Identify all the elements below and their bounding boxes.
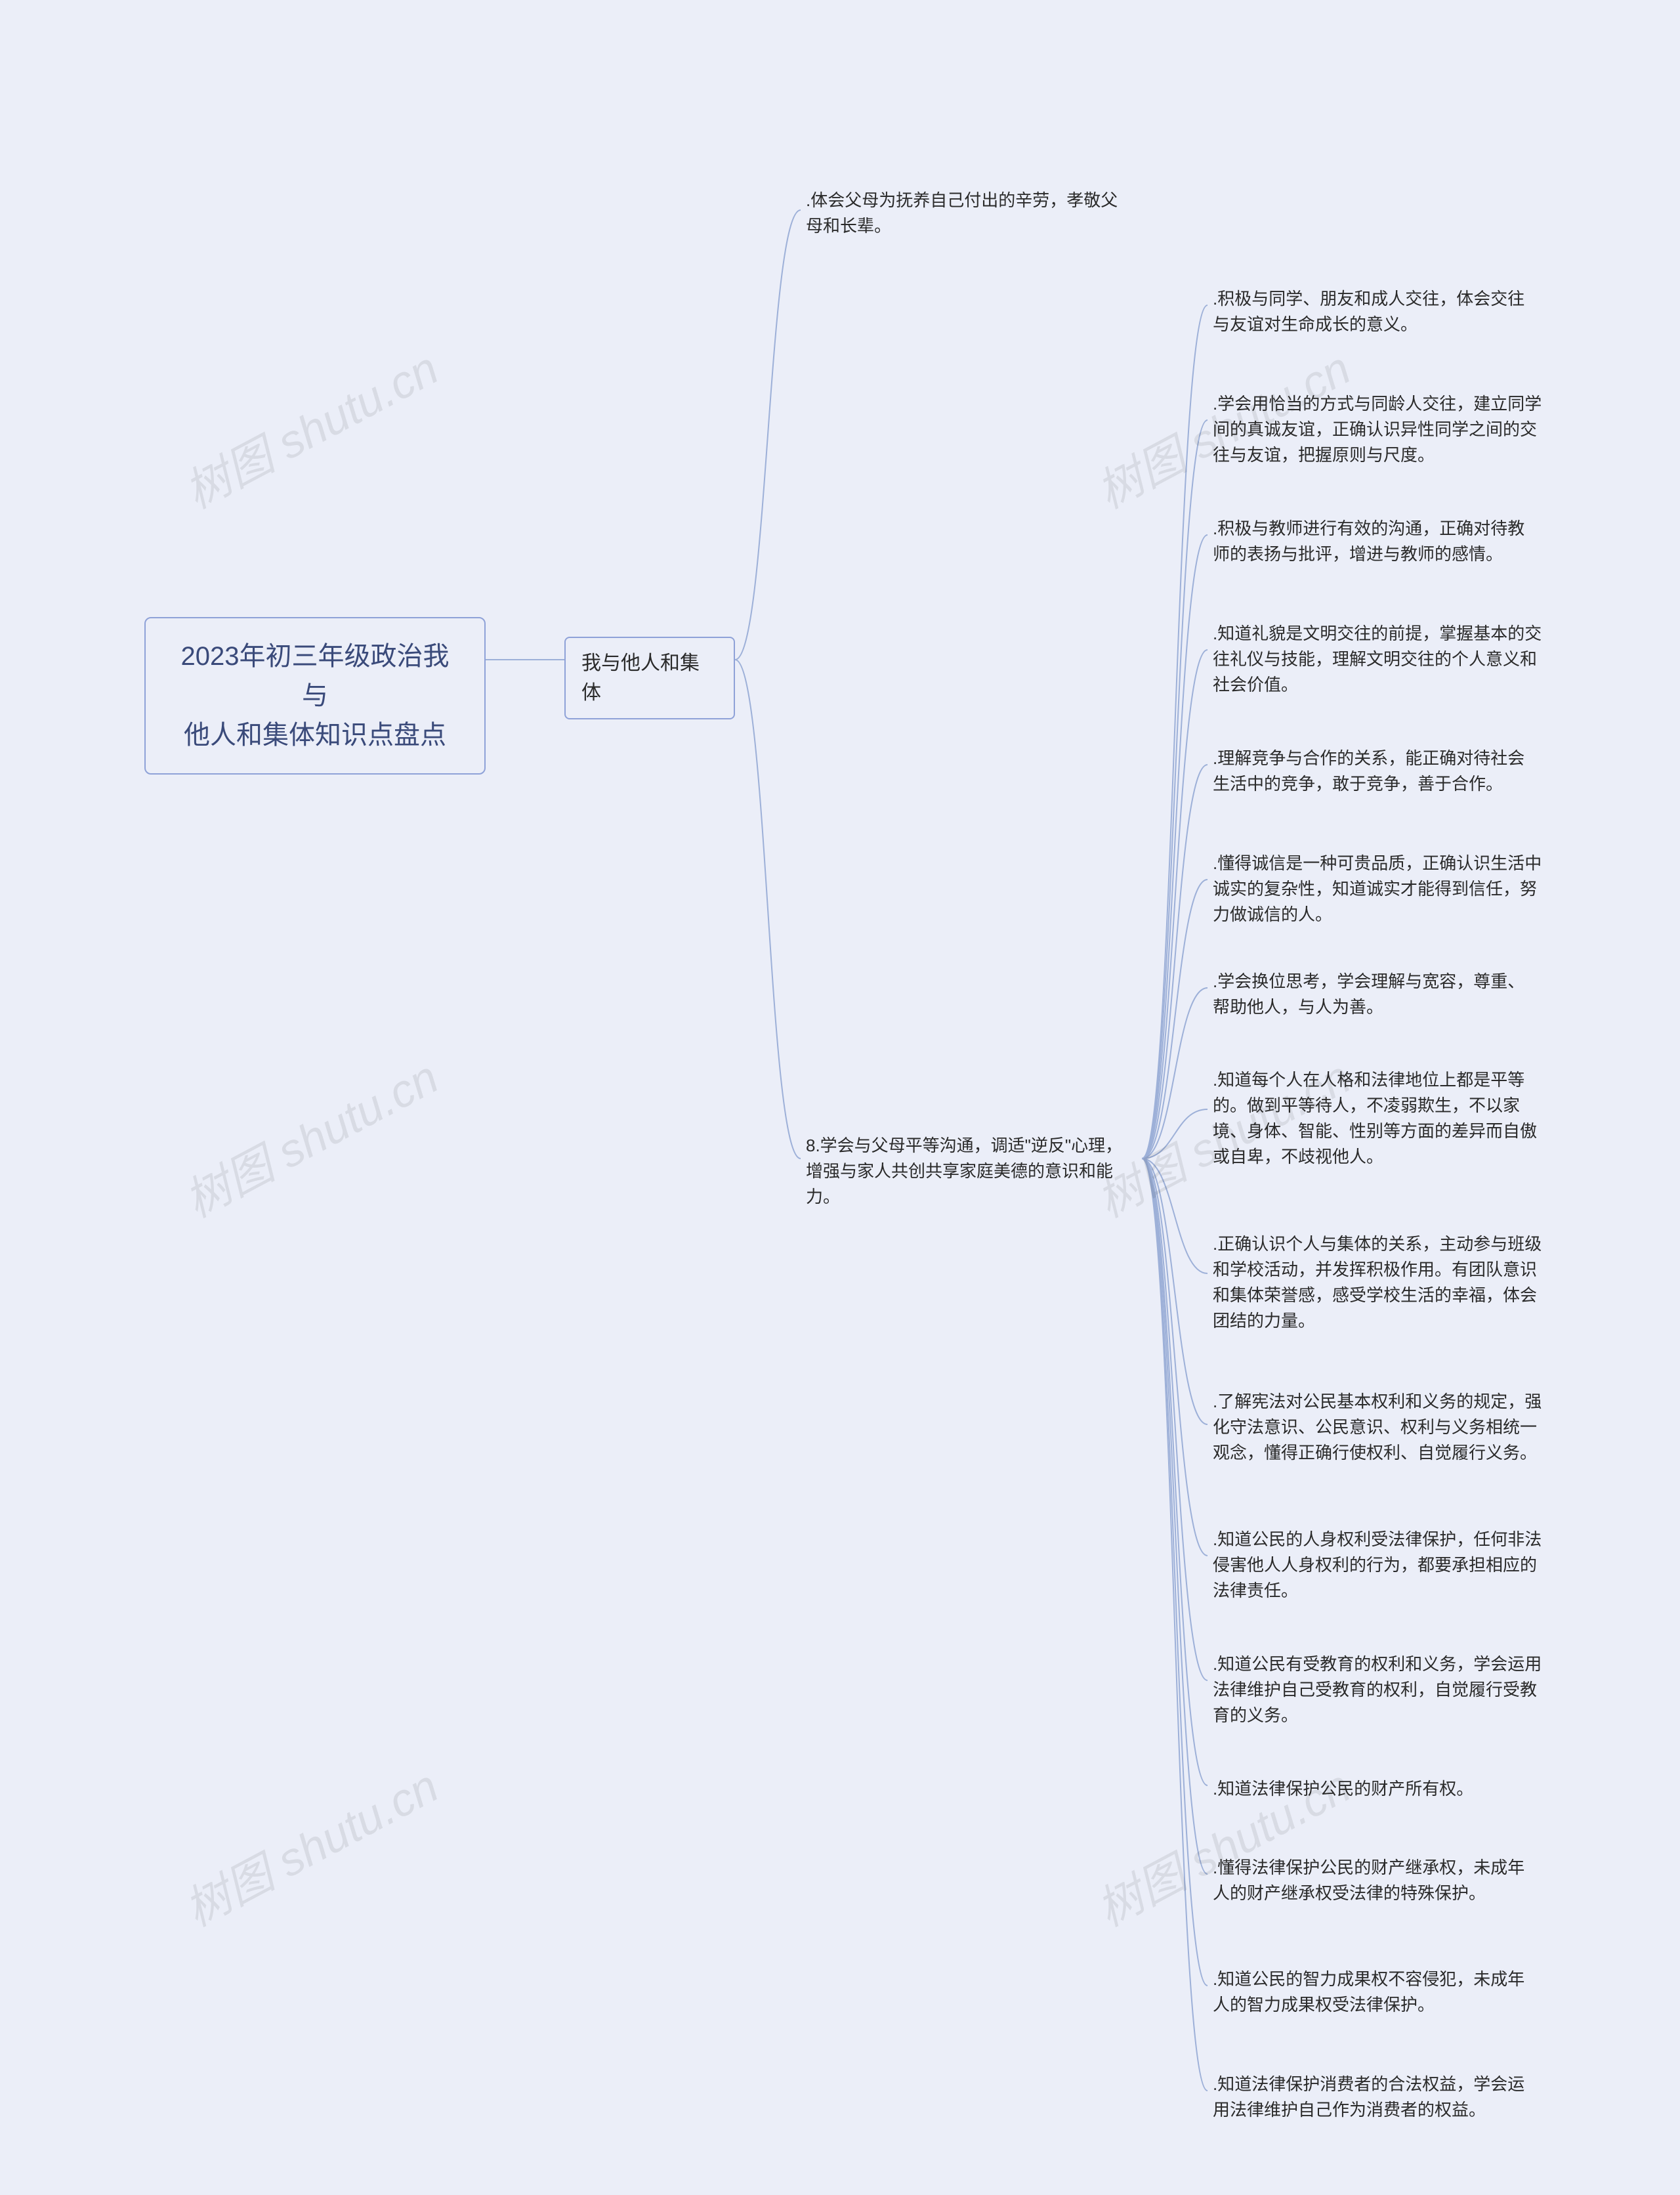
leaf-label: .正确认识个人与集体的关系，主动参与班级和学校活动，并发挥积极作用。有团队意识和…: [1213, 1234, 1542, 1331]
leaf-label: .懂得诚信是一种可贵品质，正确认识生活中诚实的复杂性，知道诚实才能得到信任，努力…: [1213, 853, 1542, 924]
leaf-label: .知道公民有受教育的权利和义务，学会运用法律维护自己受教育的权利，自觉履行受教育…: [1213, 1654, 1542, 1725]
leaf-node: .学会用恰当的方式与同龄人交往，建立同学间的真诚友谊，正确认识异性同学之间的交往…: [1208, 387, 1549, 472]
leaf-node: .懂得法律保护公民的财产继承权，未成年人的财产继承权受法律的特殊保护。: [1208, 1851, 1542, 1910]
leaf-node: .积极与教师进行有效的沟通，正确对待教师的表扬与批评，增进与教师的感情。: [1208, 512, 1542, 571]
leaf-node: .学会换位思考，学会理解与宽容，尊重、帮助他人，与人为善。: [1208, 965, 1542, 1024]
leaf-node: .正确认识个人与集体的关系，主动参与班级和学校活动，并发挥积极作用。有团队意识和…: [1208, 1227, 1549, 1338]
leaf-label: .知道公民的智力成果权不容侵犯，未成年人的智力成果权受法律保护。: [1213, 1969, 1524, 2014]
leaf-node: .知道法律保护公民的财产所有权。: [1208, 1772, 1509, 1806]
leaf-node: .知道每个人在人格和法律地位上都是平等的。做到平等待人，不凌弱欺生，不以家境、身…: [1208, 1063, 1549, 1174]
leaf-node: .积极与同学、朋友和成人交往，体会交往与友谊对生命成长的意义。: [1208, 282, 1536, 341]
watermark: 树图 shutu.cn: [171, 1041, 448, 1230]
leaf-node: .知道公民有受教育的权利和义务，学会运用法律维护自己受教育的权利，自觉履行受教育…: [1208, 1648, 1549, 1732]
level2-label: 8.学会与父母平等沟通，调适"逆反"心理，增强与家人共创共享家庭美德的意识和能力…: [806, 1136, 1122, 1206]
leaf-node: .知道礼貌是文明交往的前提，掌握基本的交往礼仪与技能，理解文明交往的个人意义和社…: [1208, 617, 1549, 702]
leaf-node: .理解竞争与合作的关系，能正确对待社会生活中的竞争，敢于竞争，善于合作。: [1208, 742, 1542, 801]
level1-label: 我与他人和集体: [581, 652, 700, 704]
level2-label: .体会父母为抚养自己付出的辛劳，孝敬父母和长辈。: [806, 190, 1118, 236]
leaf-node: .了解宪法对公民基本权利和义务的规定，强化守法意识、公民意识、权利与义务相统一观…: [1208, 1385, 1549, 1470]
leaf-label: .知道公民的人身权利受法律保护，任何非法侵害他人人身权利的行为，都要承担相应的法…: [1213, 1529, 1542, 1600]
leaf-label: .理解竞争与合作的关系，能正确对待社会生活中的竞争，敢于竞争，善于合作。: [1213, 748, 1524, 794]
leaf-label: .知道法律保护消费者的合法权益，学会运用法律维护自己作为消费者的权益。: [1213, 2074, 1524, 2120]
level1-node: 我与他人和集体: [564, 637, 735, 719]
leaf-label: .知道每个人在人格和法律地位上都是平等的。做到平等待人，不凌弱欺生，不以家境、身…: [1213, 1070, 1537, 1166]
leaf-label: .积极与教师进行有效的沟通，正确对待教师的表扬与批评，增进与教师的感情。: [1213, 519, 1524, 564]
leaf-node: .懂得诚信是一种可贵品质，正确认识生活中诚实的复杂性，知道诚实才能得到信任，努力…: [1208, 847, 1549, 931]
watermark: 树图 shutu.cn: [171, 1750, 448, 1939]
leaf-label: .了解宪法对公民基本权利和义务的规定，强化守法意识、公民意识、权利与义务相统一观…: [1213, 1392, 1542, 1462]
leaf-label: .知道法律保护公民的财产所有权。: [1213, 1779, 1473, 1799]
root-label: 2023年初三年级政治我与他人和集体知识点盘点: [181, 642, 450, 750]
root-node: 2023年初三年级政治我与他人和集体知识点盘点: [144, 617, 486, 775]
leaf-node: .知道法律保护消费者的合法权益，学会运用法律维护自己作为消费者的权益。: [1208, 2068, 1542, 2127]
leaf-node: .知道公民的人身权利受法律保护，任何非法侵害他人人身权利的行为，都要承担相应的法…: [1208, 1523, 1549, 1608]
leaf-node: .知道公民的智力成果权不容侵犯，未成年人的智力成果权受法律保护。: [1208, 1963, 1542, 2022]
level2-node-b: 8.学会与父母平等沟通，调适"逆反"心理，增强与家人共创共享家庭美德的意识和能力…: [801, 1129, 1142, 1214]
leaf-label: .积极与同学、朋友和成人交往，体会交往与友谊对生命成长的意义。: [1213, 289, 1524, 334]
leaf-label: .学会用恰当的方式与同龄人交往，建立同学间的真诚友谊，正确认识异性同学之间的交往…: [1213, 394, 1542, 465]
leaf-label: .学会换位思考，学会理解与宽容，尊重、帮助他人，与人为善。: [1213, 971, 1524, 1017]
level2-node-a: .体会父母为抚养自己付出的辛劳，孝敬父母和长辈。: [801, 184, 1129, 243]
leaf-label: .懂得法律保护公民的财产继承权，未成年人的财产继承权受法律的特殊保护。: [1213, 1858, 1524, 1903]
watermark: 树图 shutu.cn: [171, 332, 448, 521]
leaf-label: .知道礼貌是文明交往的前提，掌握基本的交往礼仪与技能，理解文明交往的个人意义和社…: [1213, 624, 1542, 694]
